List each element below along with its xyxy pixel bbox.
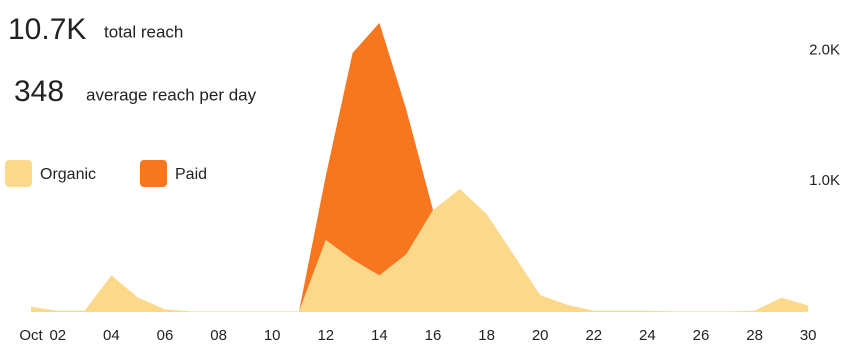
- stat-value: 348: [14, 75, 64, 108]
- x-tick-label: 02: [49, 327, 66, 344]
- x-tick-label: 14: [371, 327, 388, 344]
- x-tick-label: 16: [425, 327, 442, 344]
- legend-label: Organic: [40, 166, 96, 183]
- x-tick-label: 10: [264, 327, 281, 344]
- legend-label: Paid: [175, 166, 207, 183]
- x-tick-label: 28: [746, 327, 763, 344]
- x-tick-label: Oct: [19, 327, 43, 344]
- x-tick-label: 22: [585, 327, 602, 344]
- area: [31, 22, 809, 312]
- x-tick-label: 08: [210, 327, 227, 344]
- legend-swatch: [140, 160, 167, 187]
- legend-swatch: [5, 160, 32, 187]
- stat-value: 10.7K: [8, 13, 86, 46]
- area: [31, 189, 809, 312]
- x-tick-label: 12: [317, 327, 334, 344]
- x-tick-label: 20: [532, 327, 549, 344]
- x-tick-label: 06: [157, 327, 174, 344]
- x-tick-label: 18: [478, 327, 495, 344]
- x-tick-label: 30: [800, 327, 817, 344]
- stat-label: total reach: [104, 22, 183, 41]
- x-tick-label: 04: [103, 327, 120, 344]
- plot-area: [31, 22, 809, 312]
- y-tick-label: 1.0K: [809, 172, 840, 189]
- stat-label: average reach per day: [86, 85, 257, 104]
- x-tick-label: 24: [639, 327, 656, 344]
- x-tick-label: 26: [693, 327, 710, 344]
- y-tick-label: 2.0K: [809, 41, 840, 58]
